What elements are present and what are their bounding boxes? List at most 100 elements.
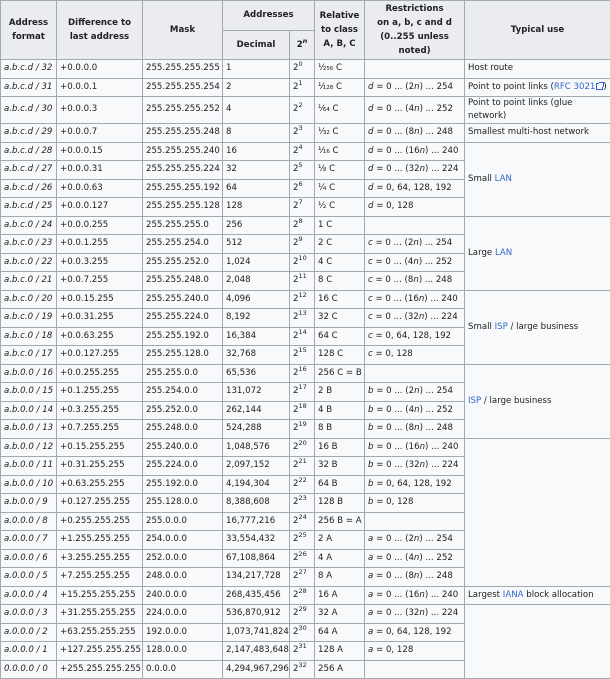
- mask-cell: 224.0.0.0: [143, 605, 223, 624]
- mask-cell: 255.248.0.0: [143, 420, 223, 439]
- address-format-text: a.b.0.0 / 9: [4, 497, 48, 507]
- decimal-cell: 2,097,152: [223, 457, 290, 476]
- power-exponent: 32: [298, 661, 306, 669]
- header-relative[interactable]: Relative to class A, B, C: [315, 1, 365, 60]
- restrictions-cell: b = 0 ... (2n) ... 254: [365, 383, 465, 402]
- address-format-cell: a.b.c.0 / 23: [1, 235, 57, 254]
- relative-class-cell: 2 C: [315, 235, 365, 254]
- power-exp: n: [303, 37, 308, 45]
- header-restrictions[interactable]: Restrictions on a, b, c and d (0..255 un…: [365, 1, 465, 60]
- power-exponent: 7: [298, 198, 302, 206]
- power-exponent: 2: [298, 101, 302, 109]
- decimal-cell: 16: [223, 142, 290, 161]
- mask-cell: 255.254.0.0: [143, 383, 223, 402]
- address-format-cell: a.b.0.0 / 11: [1, 457, 57, 476]
- decimal-cell: 2,147,483,648: [223, 642, 290, 661]
- address-format-cell: a.0.0.0 / 8: [1, 512, 57, 531]
- address-format-text: a.0.0.0 / 2: [4, 627, 48, 637]
- power-cell: 28: [290, 216, 315, 235]
- decimal-cell: 1,024: [223, 253, 290, 272]
- address-format-cell: a.b.c.d / 30: [1, 97, 57, 124]
- decimal-cell: 4,194,304: [223, 475, 290, 494]
- relative-class-cell: ⅛ C: [315, 161, 365, 180]
- relative-class-cell: 128 B: [315, 494, 365, 513]
- address-format-cell: a.0.0.0 / 5: [1, 568, 57, 587]
- address-format-cell: a.0.0.0 / 1: [1, 642, 57, 661]
- power-cell: 216: [290, 364, 315, 383]
- link-lan[interactable]: LAN: [495, 248, 512, 258]
- decimal-cell: 536,870,912: [223, 605, 290, 624]
- address-format-cell: a.b.c.0 / 17: [1, 346, 57, 365]
- mask-cell: 0.0.0.0: [143, 660, 223, 679]
- difference-cell: +0.127.255.255: [57, 494, 143, 513]
- difference-cell: +15.255.255.255: [57, 586, 143, 605]
- decimal-cell: 1,048,576: [223, 438, 290, 457]
- link-lan[interactable]: LAN: [495, 174, 512, 184]
- relative-class-cell: 256 A: [315, 660, 365, 679]
- relative-class-cell: 32 C: [315, 309, 365, 328]
- external-link-icon[interactable]: [596, 83, 603, 90]
- link-isp[interactable]: ISP: [468, 396, 481, 406]
- header-typical-use[interactable]: Typical use: [465, 1, 610, 60]
- power-exponent: 10: [298, 254, 306, 262]
- address-format-cell: a.0.0.0 / 4: [1, 586, 57, 605]
- address-format-cell: a.0.0.0 / 6: [1, 549, 57, 568]
- power-cell: 232: [290, 660, 315, 679]
- mask-cell: 255.255.248.0: [143, 272, 223, 291]
- power-exponent: 15: [298, 346, 306, 354]
- typical-use-cell: Small LAN: [465, 142, 610, 216]
- address-format-text: a.b.0.0 / 14: [4, 405, 53, 415]
- power-exponent: 25: [298, 531, 306, 539]
- difference-cell: +31.255.255.255: [57, 605, 143, 624]
- restrictions-cell: c = 0 ... (4n) ... 252: [365, 253, 465, 272]
- power-exponent: 1: [298, 79, 302, 87]
- restrictions-cell: b = 0 ... (32n) ... 224: [365, 457, 465, 476]
- address-format-text: a.b.c.d / 29: [4, 127, 52, 137]
- relative-class-cell: 256 B = A: [315, 512, 365, 531]
- power-exponent: 27: [298, 568, 306, 576]
- mask-cell: 252.0.0.0: [143, 549, 223, 568]
- power-cell: 217: [290, 383, 315, 402]
- mask-cell: 255.252.0.0: [143, 401, 223, 420]
- restrictions-cell: [365, 364, 465, 383]
- mask-cell: 192.0.0.0: [143, 623, 223, 642]
- header-power[interactable]: 2n: [290, 30, 315, 60]
- power-exponent: 14: [298, 328, 306, 336]
- restrictions-cell: d = 0 ... (32n) ... 224: [365, 161, 465, 180]
- address-format-text: a.b.c.d / 31: [4, 82, 52, 92]
- decimal-cell: 262,144: [223, 401, 290, 420]
- address-format-cell: a.0.0.0 / 7: [1, 531, 57, 550]
- header-difference[interactable]: Difference to last address: [57, 1, 143, 60]
- power-exponent: 22: [298, 476, 306, 484]
- mask-cell: 255.255.255.248: [143, 124, 223, 143]
- link-rfc-3021[interactable]: RFC 3021: [554, 82, 596, 92]
- header-mask[interactable]: Mask: [143, 1, 223, 60]
- power-exponent: 31: [298, 642, 306, 650]
- mask-cell: 255.224.0.0: [143, 457, 223, 476]
- mask-cell: 255.255.0.0: [143, 364, 223, 383]
- difference-cell: +127.255.255.255: [57, 642, 143, 661]
- address-format-cell: a.b.c.d / 25: [1, 198, 57, 217]
- power-cell: 224: [290, 512, 315, 531]
- link-isp[interactable]: ISP: [495, 322, 508, 332]
- difference-cell: +0.0.127.255: [57, 346, 143, 365]
- address-format-text: a.0.0.0 / 3: [4, 608, 48, 618]
- restrictions-cell: d = 0 ... (16n) ... 240: [365, 142, 465, 161]
- decimal-cell: 268,435,456: [223, 586, 290, 605]
- header-address-format[interactable]: Address format: [1, 1, 57, 60]
- address-format-text: a.0.0.0 / 1: [4, 645, 48, 655]
- decimal-cell: 32: [223, 161, 290, 180]
- power-cell: 210: [290, 253, 315, 272]
- typical-use-cell: Smallest multi-host network: [465, 124, 610, 143]
- address-format-cell: a.b.c.0 / 20: [1, 290, 57, 309]
- address-format-cell: a.b.c.d / 32: [1, 60, 57, 79]
- address-format-cell: a.b.c.0 / 24: [1, 216, 57, 235]
- address-format-text: a.b.c.d / 26: [4, 183, 52, 193]
- difference-cell: +0.0.31.255: [57, 309, 143, 328]
- mask-cell: 255.255.255.128: [143, 198, 223, 217]
- address-format-cell: a.b.c.d / 28: [1, 142, 57, 161]
- link-iana[interactable]: IANA: [503, 590, 524, 600]
- header-decimal[interactable]: Decimal: [223, 30, 290, 60]
